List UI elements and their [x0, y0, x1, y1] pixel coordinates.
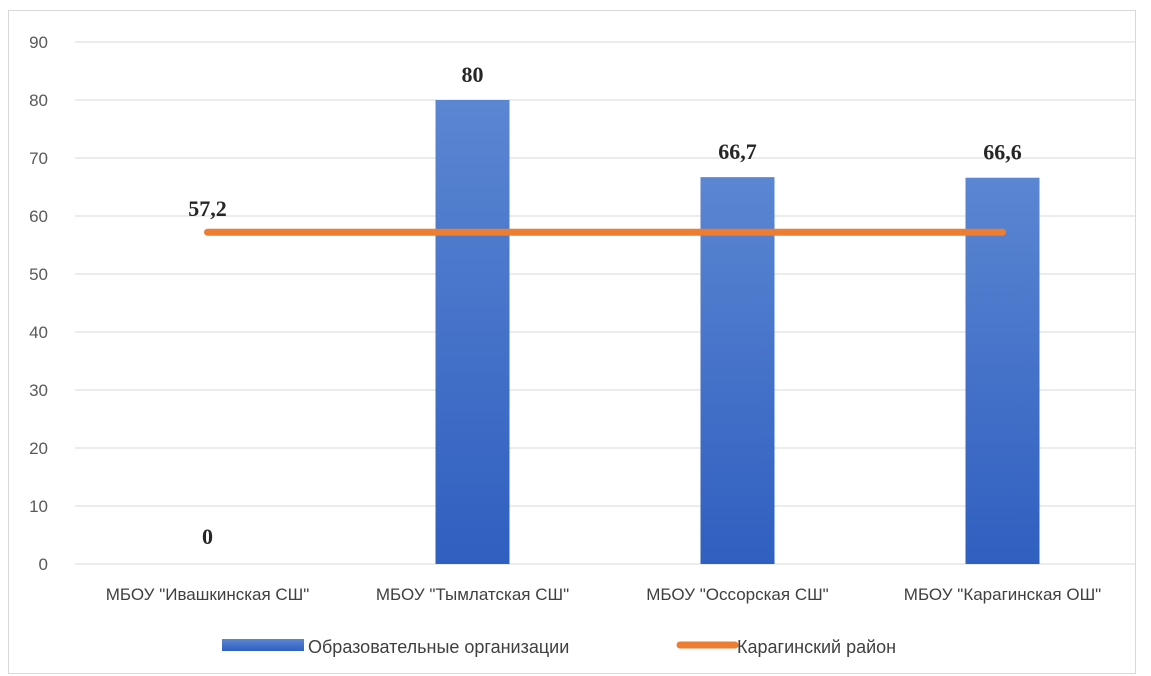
bar-data-label: 66,6 — [983, 140, 1022, 165]
gridlines — [75, 41, 1135, 565]
y-tick-label: 0 — [39, 555, 48, 574]
chart-frame — [8, 10, 1136, 674]
legend-label-bar: Образовательные организации — [308, 637, 569, 657]
bar-data-label: 0 — [202, 524, 213, 549]
bar — [700, 177, 775, 564]
y-tick-label: 90 — [29, 33, 48, 52]
y-tick-label: 60 — [29, 207, 48, 226]
x-category-label: МБОУ "Карагинская ОШ" — [904, 585, 1101, 604]
y-tick-label: 70 — [29, 149, 48, 168]
bar — [965, 177, 1040, 564]
y-tick-label: 10 — [29, 497, 48, 516]
legend-label-line: Карагинский район — [737, 637, 896, 657]
legend: Образовательные организации Карагинский р… — [222, 637, 896, 657]
legend-swatch-bar — [222, 639, 304, 651]
line-data-label: 57,2 — [188, 196, 227, 221]
bar-data-label: 66,7 — [718, 139, 757, 164]
x-category-label: МБОУ "Ивашкинская СШ" — [106, 585, 310, 604]
y-tick-label: 30 — [29, 381, 48, 400]
data-labels: 0 80 66,7 66,6 57,2 — [188, 62, 1022, 549]
y-tick-label: 50 — [29, 265, 48, 284]
bars — [435, 100, 1040, 564]
y-tick-label: 80 — [29, 91, 48, 110]
bar-data-label: 80 — [462, 62, 484, 87]
y-tick-label: 40 — [29, 323, 48, 342]
bar — [435, 100, 510, 564]
y-axis-ticks: 0 10 20 30 40 50 60 70 80 90 — [29, 33, 48, 574]
x-category-label: МБОУ "Тымлатская СШ" — [376, 585, 569, 604]
y-tick-label: 20 — [29, 439, 48, 458]
x-category-label: МБОУ "Оссорская СШ" — [646, 585, 828, 604]
x-axis-categories: МБОУ "Ивашкинская СШ" МБОУ "Тымлатская СШ… — [106, 585, 1102, 604]
